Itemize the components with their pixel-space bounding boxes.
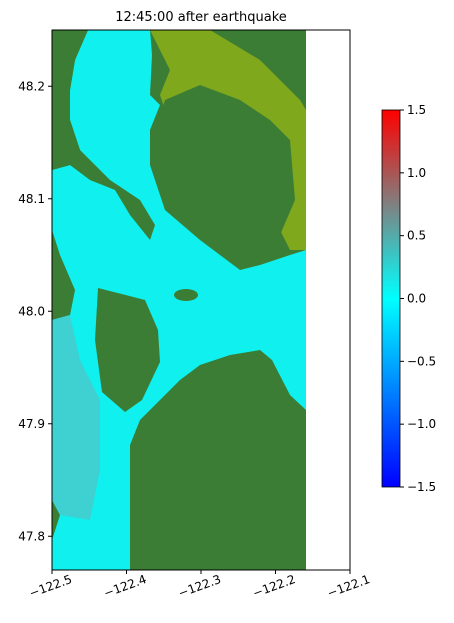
colorbar-tick-label: 1.0 (407, 166, 426, 180)
y-tick-label: 47.9 (18, 417, 45, 431)
y-tick-label: 48.1 (18, 192, 45, 206)
x-tick-label: −122.1 (325, 572, 372, 600)
colorbar-tick-label: −0.5 (407, 354, 436, 368)
colorbar-tick-label: 0.0 (407, 292, 426, 306)
chart-title: 12:45:00 after earthquake (115, 10, 287, 25)
y-tick-label: 48.0 (18, 304, 45, 318)
y-tick-label: 48.2 (18, 79, 45, 93)
x-tick-label: −122.4 (102, 572, 149, 600)
x-tick-label: −122.2 (251, 572, 298, 600)
y-tick-label: 47.8 (18, 529, 45, 543)
x-tick-label: −122.5 (27, 572, 74, 600)
colorbar (381, 109, 401, 488)
colorbar-tick-label: 1.5 (407, 103, 426, 117)
colorbar-tick-label: 0.5 (407, 229, 426, 243)
x-tick-label: −122.3 (176, 572, 223, 600)
map-image (52, 30, 306, 570)
colorbar-tick-label: −1.5 (407, 480, 436, 494)
colorbar-tick-label: −1.0 (407, 417, 436, 431)
